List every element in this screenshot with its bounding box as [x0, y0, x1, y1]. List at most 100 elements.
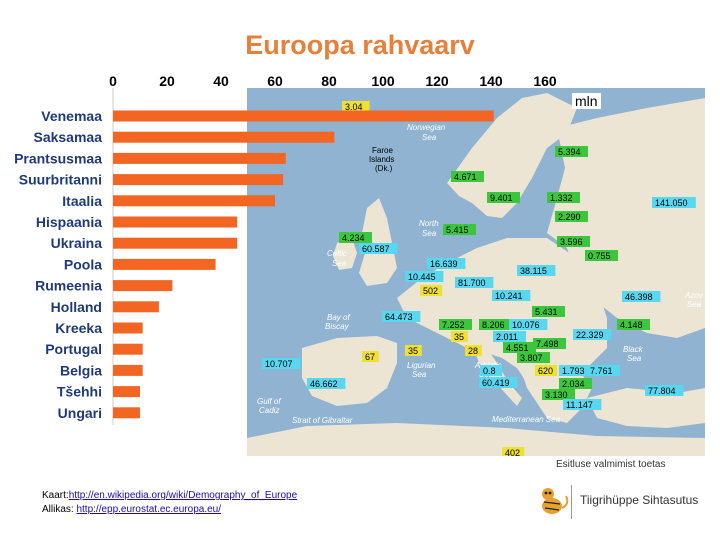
population-tag-bg: [362, 351, 379, 362]
population-tag: 5.394: [558, 147, 581, 157]
population-tag: 11.147: [566, 400, 593, 410]
population-tag: 4.234: [342, 233, 365, 243]
population-tag-bg: [262, 358, 301, 369]
population-tag-bg: [652, 197, 696, 208]
population-tag-bg: [573, 329, 612, 340]
population-tag-bg: [517, 352, 550, 363]
population-tag-bg: [439, 319, 472, 330]
category-label: Hispaania: [36, 214, 102, 230]
population-tag: 9.401: [490, 193, 513, 203]
population-tag: 402: [505, 448, 520, 456]
category-label: Kreeka: [55, 320, 102, 336]
map-link[interactable]: http://en.wikipedia.org/wiki/Demography_…: [68, 490, 298, 501]
population-tag: 67: [365, 352, 375, 362]
population-tag: 7.498: [536, 339, 559, 349]
svg-text:Celtic: Celtic: [327, 249, 347, 258]
svg-text:Islands: Islands: [369, 155, 394, 164]
population-tag-bg: [451, 171, 484, 182]
population-tag-bg: [559, 378, 592, 389]
population-tag-bg: [585, 250, 618, 261]
population-tag: 5.431: [535, 307, 558, 317]
x-tick-label: 100: [371, 73, 395, 89]
population-tag: 1.332: [550, 193, 573, 203]
logo-divider: [571, 485, 572, 519]
svg-text:Sea: Sea: [422, 229, 437, 238]
population-tag-bg: [532, 306, 565, 317]
tiger-logo-icon: [542, 488, 569, 514]
x-tick-label: 120: [425, 73, 449, 89]
population-tag: 10.076: [512, 320, 540, 330]
population-tag-bg: [509, 319, 548, 330]
population-tag-bg: [617, 319, 650, 330]
bar: [113, 237, 238, 249]
svg-text:(Dk.): (Dk.): [375, 164, 393, 173]
svg-text:Faroe: Faroe: [372, 146, 393, 155]
category-label: Holland: [51, 299, 102, 315]
category-label: Venemaa: [41, 108, 102, 124]
population-tag: 22.329: [576, 330, 604, 340]
bar: [113, 110, 494, 122]
bar: [113, 174, 284, 186]
category-label: Belgia: [60, 362, 102, 378]
population-tag: 38.115: [520, 266, 547, 276]
svg-text:Gulf of: Gulf of: [257, 397, 281, 406]
x-axis-ticks: 0 20 40 60 80 100 120 140 160: [109, 73, 557, 89]
svg-text:Biscay: Biscay: [325, 322, 350, 331]
population-tag-bg: [465, 345, 482, 356]
population-tag-bg: [535, 365, 558, 376]
population-tag-bg: [517, 265, 556, 276]
population-tag: 60.587: [362, 244, 390, 254]
population-tag-bg: [555, 146, 588, 157]
population-tag-bg: [493, 331, 526, 342]
population-tag-bg: [339, 232, 372, 243]
svg-text:Sea: Sea: [687, 300, 702, 309]
logo-text: Tiigrihüppe Sihtasutus: [580, 493, 699, 507]
population-tag: 141.050: [655, 198, 688, 208]
svg-text:North: North: [419, 219, 439, 228]
bar: [113, 301, 159, 313]
population-tag: 3.04: [345, 102, 363, 112]
population-tag-bg: [420, 285, 443, 296]
population-tag: 77.804: [648, 386, 676, 396]
x-tick-label: 0: [109, 73, 117, 89]
population-tag-bg: [455, 277, 494, 288]
population-tag: 2.011: [496, 332, 518, 342]
x-tick-label: 160: [533, 73, 557, 89]
source-prefix: Allikas:: [42, 504, 77, 515]
population-tag-bg: [307, 378, 346, 389]
population-tag-bg: [427, 258, 466, 269]
bar: [113, 407, 140, 419]
population-tag: 35: [408, 346, 418, 356]
population-tag: 28: [468, 346, 478, 356]
population-tag-bg: [359, 243, 398, 254]
population-tag: 1.793: [562, 366, 585, 376]
svg-text:Cadiz: Cadiz: [259, 406, 279, 415]
population-tag: 4.148: [620, 320, 643, 330]
category-label: Rumeenia: [35, 278, 102, 294]
population-tag-bg: [587, 365, 620, 376]
bar: [113, 322, 143, 334]
population-tag-bg: [451, 331, 468, 342]
population-tag-bg: [563, 399, 602, 410]
category-label: Poola: [64, 256, 102, 272]
source-link[interactable]: http://epp.eurostat.ec.europa.eu/: [76, 504, 221, 515]
population-tag: 46.398: [625, 292, 653, 302]
population-tag: 5.415: [446, 225, 469, 235]
population-tag: 2.034: [562, 379, 585, 389]
population-tag-bg: [479, 377, 518, 388]
svg-text:Mediterranean Sea: Mediterranean Sea: [492, 415, 561, 424]
category-label: Ukraina: [51, 235, 103, 251]
bar: [113, 343, 143, 355]
population-tag: 7.761: [590, 366, 613, 376]
population-tag: 502: [423, 286, 438, 296]
population-tag-bg: [405, 345, 422, 356]
population-tag: 8.206: [482, 320, 505, 330]
bar: [113, 195, 275, 207]
svg-text:Strait of Gibraltar: Strait of Gibraltar: [292, 416, 353, 425]
x-tick-label: 80: [321, 73, 337, 89]
population-tag: 4.671: [454, 172, 477, 182]
category-label: Saksamaa: [33, 129, 102, 145]
population-tag-bg: [342, 101, 370, 112]
bar: [113, 131, 335, 143]
bar: [113, 386, 140, 398]
